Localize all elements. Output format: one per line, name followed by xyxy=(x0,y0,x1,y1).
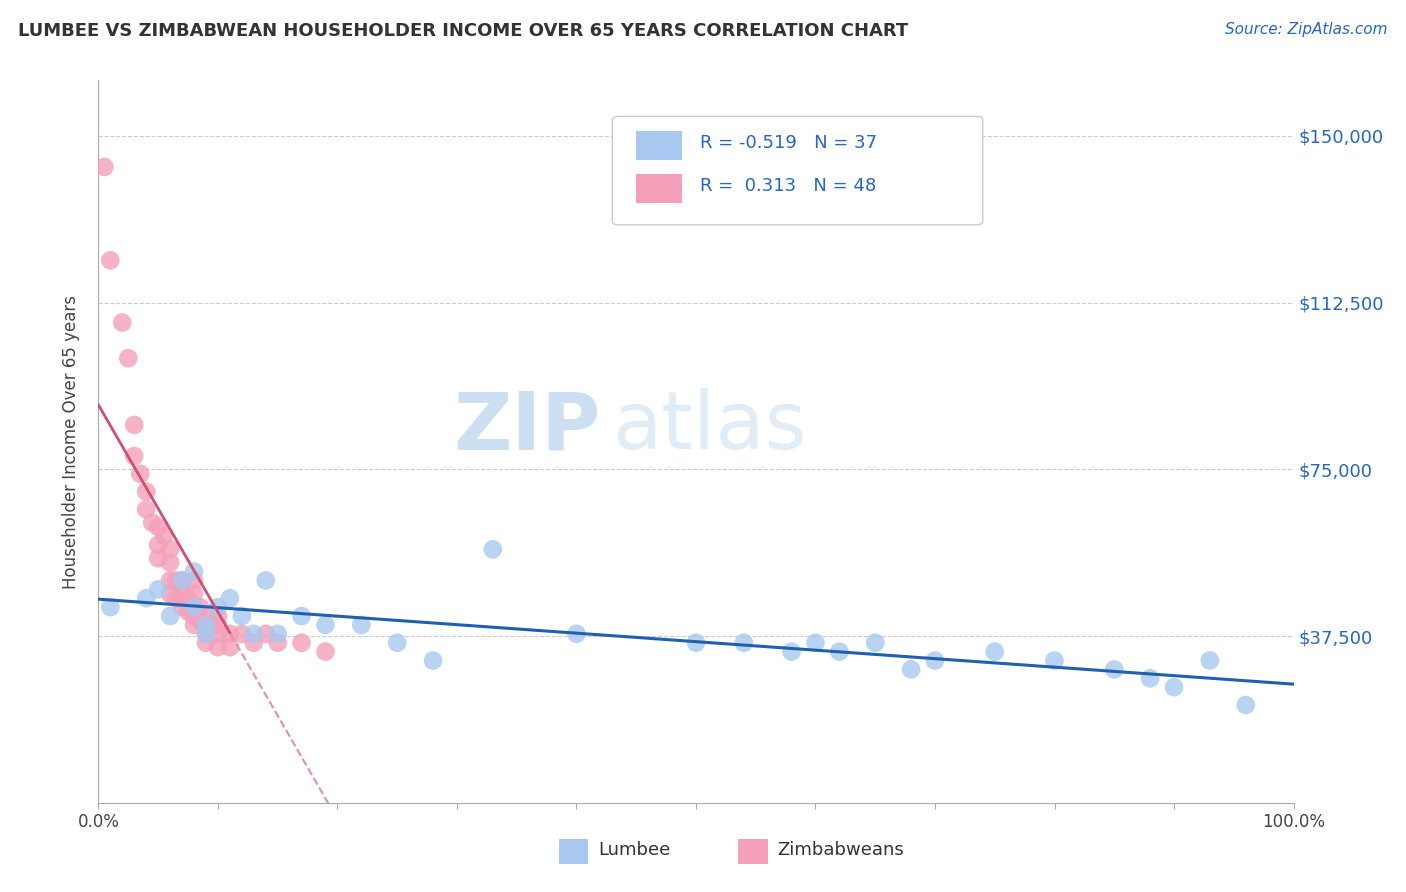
Point xyxy=(207,640,229,655)
Point xyxy=(900,662,922,676)
Point xyxy=(159,574,181,588)
Point xyxy=(148,520,170,534)
Point xyxy=(195,609,218,624)
Text: atlas: atlas xyxy=(613,388,807,467)
Point xyxy=(1199,653,1222,667)
Text: R = -0.519   N = 37: R = -0.519 N = 37 xyxy=(700,134,877,153)
Text: Lumbee: Lumbee xyxy=(598,841,671,859)
Point xyxy=(291,636,314,650)
Point xyxy=(422,653,444,667)
Point xyxy=(865,636,887,650)
Point xyxy=(315,645,337,659)
Point xyxy=(231,609,253,624)
Point xyxy=(243,636,266,650)
Point xyxy=(385,636,409,650)
Point xyxy=(124,417,146,432)
Point xyxy=(219,640,242,655)
Point xyxy=(135,591,157,606)
Point xyxy=(159,587,181,601)
Point xyxy=(135,502,157,516)
Text: LUMBEE VS ZIMBABWEAN HOUSEHOLDER INCOME OVER 65 YEARS CORRELATION CHART: LUMBEE VS ZIMBABWEAN HOUSEHOLDER INCOME … xyxy=(18,22,908,40)
Point xyxy=(231,627,253,641)
Text: R =  0.313   N = 48: R = 0.313 N = 48 xyxy=(700,178,876,195)
Point xyxy=(207,627,229,641)
Point xyxy=(98,600,122,615)
FancyBboxPatch shape xyxy=(613,117,983,225)
Text: ZIP: ZIP xyxy=(453,388,600,467)
Point xyxy=(159,556,181,570)
Point xyxy=(195,618,218,632)
Point xyxy=(195,627,218,641)
Point xyxy=(350,618,373,632)
Point xyxy=(98,253,122,268)
Point xyxy=(183,600,205,615)
Point xyxy=(165,574,187,588)
Point xyxy=(195,636,218,650)
Point xyxy=(685,636,707,650)
Point xyxy=(93,160,115,174)
Point xyxy=(183,618,205,632)
Point xyxy=(804,636,827,650)
Point xyxy=(148,582,170,597)
Point xyxy=(148,538,170,552)
Point xyxy=(183,600,205,615)
Bar xyxy=(637,174,682,203)
Point xyxy=(183,587,205,601)
Point xyxy=(207,600,229,615)
Point xyxy=(1163,680,1185,694)
Point xyxy=(207,618,229,632)
Point xyxy=(481,542,505,557)
Point xyxy=(188,600,211,615)
Point xyxy=(243,627,266,641)
Point xyxy=(159,609,181,624)
Point xyxy=(1139,671,1161,685)
Point xyxy=(254,627,277,641)
Point xyxy=(195,618,218,632)
Point xyxy=(1234,698,1257,712)
Point xyxy=(172,600,194,615)
Point xyxy=(188,614,211,628)
Point xyxy=(291,609,314,624)
Text: Zimbabweans: Zimbabweans xyxy=(778,841,904,859)
Point xyxy=(267,636,290,650)
Point xyxy=(111,316,134,330)
Point xyxy=(177,591,200,606)
Point xyxy=(141,516,163,530)
Point xyxy=(267,627,290,641)
Point xyxy=(315,618,337,632)
Point xyxy=(129,467,152,481)
Point xyxy=(207,609,229,624)
Point xyxy=(924,653,946,667)
Point xyxy=(565,627,588,641)
Point xyxy=(165,591,187,606)
Point xyxy=(159,542,181,557)
Point xyxy=(153,529,176,543)
Point xyxy=(183,574,205,588)
Point xyxy=(135,484,157,499)
Bar xyxy=(637,131,682,160)
Bar xyxy=(558,838,589,864)
Point xyxy=(148,551,170,566)
Y-axis label: Householder Income Over 65 years: Householder Income Over 65 years xyxy=(62,294,80,589)
Point xyxy=(733,636,755,650)
Point xyxy=(172,574,194,588)
Point xyxy=(1043,653,1066,667)
Point xyxy=(984,645,1007,659)
Point xyxy=(828,645,851,659)
Point xyxy=(183,609,205,624)
Point xyxy=(172,587,194,601)
Point xyxy=(172,574,194,588)
Point xyxy=(254,574,277,588)
Point xyxy=(1104,662,1126,676)
Point xyxy=(177,605,200,619)
Point xyxy=(780,645,803,659)
Point xyxy=(219,591,242,606)
Point xyxy=(195,627,218,641)
Point xyxy=(183,565,205,579)
Point xyxy=(117,351,139,366)
Point xyxy=(219,627,242,641)
Text: Source: ZipAtlas.com: Source: ZipAtlas.com xyxy=(1225,22,1388,37)
Point xyxy=(124,449,146,463)
Bar xyxy=(738,838,768,864)
